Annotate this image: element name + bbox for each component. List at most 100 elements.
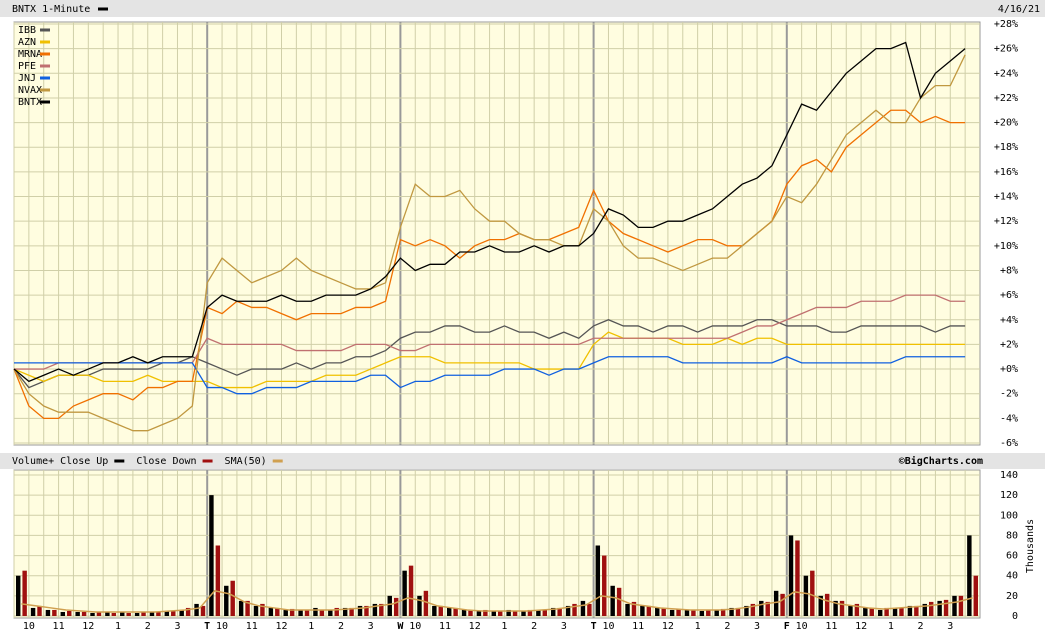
volume-bar bbox=[943, 599, 949, 616]
volume-bar bbox=[684, 609, 690, 616]
y-tick-label: +6% bbox=[1000, 290, 1018, 301]
volume-bar bbox=[803, 575, 809, 616]
volume-bar bbox=[765, 601, 770, 616]
volume-bar bbox=[268, 607, 274, 616]
volume-bar bbox=[349, 607, 354, 616]
y-tick-label: 80 bbox=[1006, 530, 1018, 541]
y-tick-label: -6% bbox=[1000, 438, 1018, 449]
volume-bar bbox=[958, 595, 964, 616]
volume-bar bbox=[423, 590, 429, 616]
volume-bar bbox=[185, 607, 191, 616]
volume-bar bbox=[224, 585, 229, 616]
volume-bar bbox=[699, 610, 705, 616]
y-tick-label: 40 bbox=[1006, 571, 1018, 582]
source: ©BigCharts.com bbox=[899, 455, 983, 467]
volume-bar bbox=[468, 609, 473, 616]
x-tick-label: 2 bbox=[145, 621, 151, 632]
volume-bar bbox=[551, 607, 556, 616]
volume-bar bbox=[438, 605, 443, 616]
volume-bar bbox=[506, 609, 511, 616]
volume-bar bbox=[313, 607, 318, 616]
x-tick-label: 10 bbox=[23, 621, 35, 632]
x-tick-label: 3 bbox=[947, 621, 953, 632]
y-tick-label: +20% bbox=[994, 118, 1018, 129]
volume-bar bbox=[171, 610, 176, 616]
volume-bar bbox=[572, 603, 577, 616]
volume-bar bbox=[156, 611, 161, 616]
volume-bar bbox=[379, 603, 384, 616]
volume-bar bbox=[45, 609, 51, 616]
volume-bar bbox=[417, 595, 422, 616]
volume-bar bbox=[646, 605, 652, 616]
x-tick-label: 11 bbox=[246, 621, 258, 632]
volume-bar bbox=[432, 605, 437, 616]
x-tick-label: 2 bbox=[724, 621, 730, 632]
y-tick-label: 20 bbox=[1006, 591, 1018, 602]
volume-bar bbox=[512, 610, 518, 616]
y-tick-label: +14% bbox=[994, 192, 1018, 203]
volume-bar bbox=[364, 605, 369, 616]
volume-bar bbox=[357, 605, 363, 616]
volume-bar bbox=[914, 605, 919, 616]
volume-bar bbox=[476, 610, 482, 616]
y-tick-label: +8% bbox=[1000, 265, 1018, 276]
y-tick-label: +28% bbox=[994, 19, 1018, 30]
x-tick-label: 12 bbox=[662, 621, 674, 632]
volume-bar bbox=[973, 575, 978, 616]
volume-bar bbox=[750, 603, 756, 616]
volume-bar bbox=[521, 610, 526, 616]
volume-bar bbox=[869, 607, 874, 616]
volume-bar bbox=[134, 612, 140, 616]
volume-bar bbox=[744, 605, 749, 616]
volume-bar bbox=[729, 607, 734, 616]
volume-bar bbox=[877, 609, 883, 616]
y-tick-label: +10% bbox=[994, 241, 1018, 252]
volume-bar bbox=[164, 610, 170, 616]
legend-label: PFE bbox=[18, 61, 36, 72]
series-line bbox=[13, 109, 966, 420]
x-tick-label: 11 bbox=[825, 621, 837, 632]
sma-line bbox=[21, 589, 973, 613]
volume-bar bbox=[498, 610, 503, 616]
legend-label: SMA(50) bbox=[225, 456, 267, 467]
volume-bar bbox=[818, 595, 823, 616]
x-tick-label: T bbox=[204, 621, 210, 632]
volume-bar bbox=[483, 609, 488, 616]
series-line bbox=[13, 331, 966, 389]
volume-bar bbox=[795, 540, 800, 616]
x-tick-label: 10 bbox=[216, 621, 228, 632]
x-tick-label: 2 bbox=[338, 621, 344, 632]
volume-bar bbox=[260, 603, 265, 616]
series-line bbox=[13, 54, 966, 432]
volume-bar bbox=[854, 603, 860, 616]
volume-bar bbox=[780, 593, 785, 616]
volume-bar bbox=[446, 607, 452, 616]
legend-label: AZN bbox=[18, 37, 36, 48]
date: 4/16/21 bbox=[998, 4, 1040, 15]
x-tick-label: 3 bbox=[561, 621, 567, 632]
volume-bar bbox=[328, 609, 333, 616]
volume-bar bbox=[194, 603, 199, 616]
legend-label: Volume+ Close Up bbox=[12, 456, 108, 467]
y-tick-label: +2% bbox=[1000, 339, 1018, 350]
y-axis-label: Thousands bbox=[1025, 519, 1036, 573]
volume-bar bbox=[676, 608, 681, 616]
x-tick-label: 2 bbox=[918, 621, 924, 632]
volume-bar bbox=[839, 600, 845, 616]
x-tick-label: T bbox=[591, 621, 597, 632]
volume-bar bbox=[899, 607, 904, 616]
volume-bar bbox=[60, 611, 66, 616]
volume-bar bbox=[602, 555, 607, 616]
volume-bar bbox=[111, 612, 117, 616]
volume-bar bbox=[952, 595, 957, 616]
volume-bar bbox=[759, 600, 764, 616]
x-tick-label: 3 bbox=[368, 621, 374, 632]
series-line bbox=[14, 356, 966, 395]
volume-bar bbox=[640, 605, 645, 616]
legend-label: NVAX bbox=[18, 85, 42, 96]
y-tick-label: 120 bbox=[1000, 490, 1018, 501]
volume-bar bbox=[22, 570, 27, 616]
volume-bar bbox=[387, 595, 392, 616]
x-tick-label: 3 bbox=[174, 621, 180, 632]
